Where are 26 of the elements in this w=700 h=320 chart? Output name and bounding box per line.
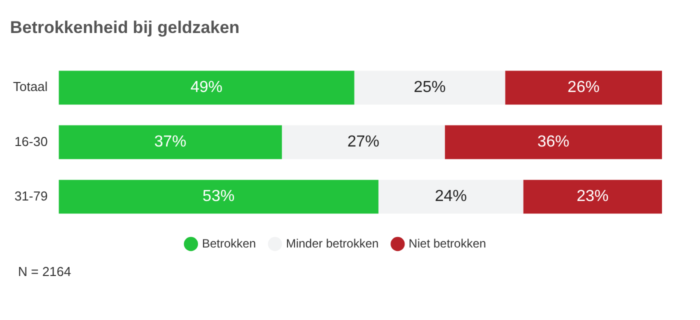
data-label: 25% bbox=[414, 79, 446, 96]
data-label: 53% bbox=[202, 188, 235, 206]
data-label: 24% bbox=[434, 188, 467, 206]
bar bbox=[444, 125, 662, 160]
y-tick-label: 16-30 bbox=[14, 134, 48, 149]
bar bbox=[58, 180, 378, 214]
legend-label: Betrokken bbox=[202, 236, 256, 250]
bar bbox=[378, 180, 524, 214]
data-label: 23% bbox=[576, 188, 609, 206]
legend-label: Niet betrokken bbox=[408, 236, 486, 250]
legend-label: Minder betrokken bbox=[286, 236, 379, 250]
y-tick-label: Totaal bbox=[12, 79, 48, 94]
bar bbox=[282, 125, 445, 160]
bar bbox=[58, 70, 354, 105]
data-label: 26% bbox=[568, 79, 600, 96]
bar bbox=[354, 70, 506, 105]
bar bbox=[523, 180, 662, 214]
data-label: 37% bbox=[154, 134, 186, 151]
bar bbox=[505, 70, 662, 105]
data-label: 36% bbox=[537, 134, 570, 151]
text: N = 2164 bbox=[18, 264, 72, 279]
y-tick-label: 31-79 bbox=[14, 188, 48, 204]
bar bbox=[58, 125, 282, 160]
chart-title: Betrokkenheid bij geldzaken bbox=[10, 18, 240, 37]
data-label: 49% bbox=[190, 79, 223, 96]
data-label: 27% bbox=[347, 134, 380, 151]
